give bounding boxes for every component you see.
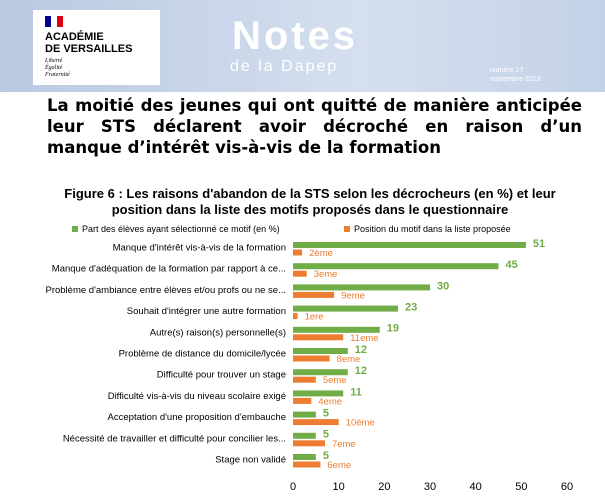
logo-line: DE VERSAILLES	[45, 43, 133, 55]
bar	[293, 440, 325, 447]
y-tick-label: Problème d'ambiance entre élèves et/ou p…	[45, 285, 286, 296]
bar	[293, 270, 307, 277]
bar	[293, 355, 330, 362]
bar	[293, 348, 348, 354]
x-tick-label: 50	[515, 481, 527, 493]
data-label: 11	[350, 386, 362, 398]
bar	[293, 454, 316, 460]
bar	[293, 419, 339, 426]
data-label: 19	[387, 323, 399, 335]
logo-line: ACADÉMIE	[45, 31, 104, 43]
bar	[293, 242, 526, 248]
legend-swatch	[72, 226, 78, 232]
x-tick-label: 40	[470, 481, 482, 493]
data-label: 5	[323, 450, 329, 462]
data-label: 10ème	[346, 418, 375, 429]
publication-title: Notes	[232, 14, 359, 58]
data-label: 30	[437, 280, 449, 292]
data-label: 23	[405, 302, 417, 314]
y-tick-label: Nécessité de travailler et difficulté po…	[63, 433, 286, 444]
y-tick-label: Manque d'adéquation de la formation par …	[52, 264, 286, 275]
motto: Liberté	[45, 58, 63, 64]
data-label: 11eme	[350, 333, 378, 344]
y-tick-label: Difficulté pour trouver un stage	[157, 370, 286, 381]
bar	[293, 461, 321, 468]
bar	[293, 263, 499, 270]
y-tick-label: Problème de distance du domicile/lycée	[119, 349, 286, 360]
y-tick-label: Manque d'intérêt vis-à-vis de la formati…	[113, 243, 286, 254]
motto: Fraternité	[45, 72, 70, 78]
motto: Égalité	[45, 65, 63, 71]
bar	[293, 411, 316, 418]
bar	[293, 284, 430, 291]
x-tick-label: 20	[378, 481, 390, 493]
data-label: 8eme	[337, 354, 361, 365]
bar	[293, 432, 316, 439]
bar	[293, 369, 348, 376]
data-label: 12	[355, 365, 367, 377]
y-tick-label: Stage non validé	[215, 455, 286, 466]
headline: La moitié des jeunes qui ont quitté de m…	[47, 96, 582, 157]
data-label: 1ere	[305, 312, 324, 323]
data-label: 3eme	[314, 269, 338, 280]
data-label: 45	[506, 259, 518, 271]
y-tick-label: Souhait d'intégrer une autre formation	[127, 306, 286, 317]
x-tick-label: 0	[290, 481, 296, 493]
data-label: 4eme	[318, 396, 342, 407]
bar	[293, 397, 312, 404]
bar	[293, 326, 380, 333]
legend-swatch	[344, 226, 350, 232]
bar	[293, 291, 335, 298]
bar	[293, 305, 399, 312]
y-tick-label: Difficulté vis-à-vis du niveau scolaire …	[108, 391, 286, 402]
publication-subtitle: de la Dapep	[230, 58, 339, 75]
bar	[293, 376, 316, 383]
data-label: 12	[355, 344, 367, 356]
logo: ACADÉMIE DE VERSAILLES Liberté Égalité F…	[33, 10, 160, 85]
data-label: 2ème	[309, 248, 333, 259]
y-tick-label: Acceptation d'une proposition d'embauche	[108, 412, 286, 423]
legend-label: Part des élèves ayant sélectionné ce mot…	[82, 224, 280, 234]
data-label: 51	[533, 238, 545, 250]
bar	[293, 334, 344, 341]
chart-title: Figure 6 : Les raisons d'abandon de la S…	[64, 186, 556, 217]
flag	[45, 16, 63, 27]
bar	[293, 249, 303, 256]
data-label: 5	[323, 429, 329, 441]
date: septembre 2023	[490, 76, 541, 83]
issue: numéro 27	[490, 67, 524, 74]
data-label: 6eme	[327, 460, 351, 471]
data-label: 5	[323, 408, 329, 420]
x-tick-label: 60	[561, 481, 573, 493]
x-tick-label: 10	[333, 481, 345, 493]
data-label: 7eme	[332, 439, 356, 450]
x-tick-label: 30	[424, 481, 436, 493]
data-label: 5eme	[323, 375, 347, 386]
bar	[293, 390, 344, 397]
data-label: 9eme	[341, 290, 365, 301]
bar	[293, 313, 298, 320]
legend-label: Position du motif dans la liste proposée	[354, 224, 511, 234]
y-tick-label: Autre(s) raison(s) personnelle(s)	[150, 327, 286, 338]
